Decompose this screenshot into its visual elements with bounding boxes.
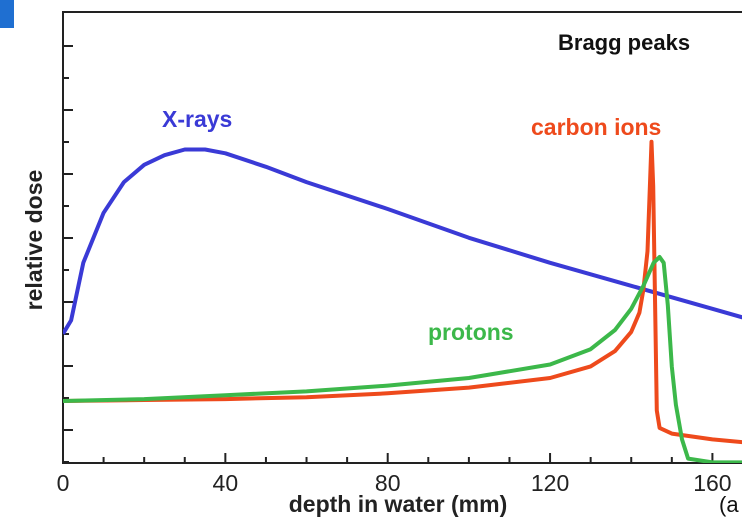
x-tick-label: 120	[531, 470, 569, 496]
corner-marker	[0, 0, 14, 28]
panel-label: (a	[719, 492, 739, 517]
x-tick-label: 0	[57, 470, 70, 496]
plot-frame	[62, 11, 742, 464]
x-axis-tick-labels: 0 40 80 120 160	[57, 470, 732, 496]
series-line-x-rays	[63, 147, 742, 335]
x-tick-label: 160	[693, 470, 731, 496]
series-lines	[63, 139, 742, 463]
y-axis-ticks	[63, 45, 73, 463]
series-line-protons	[63, 255, 742, 463]
series-line-carbon-ions	[63, 139, 742, 445]
y-axis-label: relative dose	[21, 170, 47, 311]
x-axis-ticks	[62, 453, 714, 463]
x-tick-label: 80	[375, 470, 401, 496]
series-label-xrays: X-rays	[162, 106, 232, 132]
x-tick-label: 40	[213, 470, 239, 496]
bragg-peaks-annotation: Bragg peaks	[558, 30, 690, 55]
series-label-carbon-ions: carbon ions	[531, 114, 661, 140]
x-axis-label: depth in water (mm)	[289, 491, 508, 517]
series-label-protons: protons	[428, 319, 514, 345]
